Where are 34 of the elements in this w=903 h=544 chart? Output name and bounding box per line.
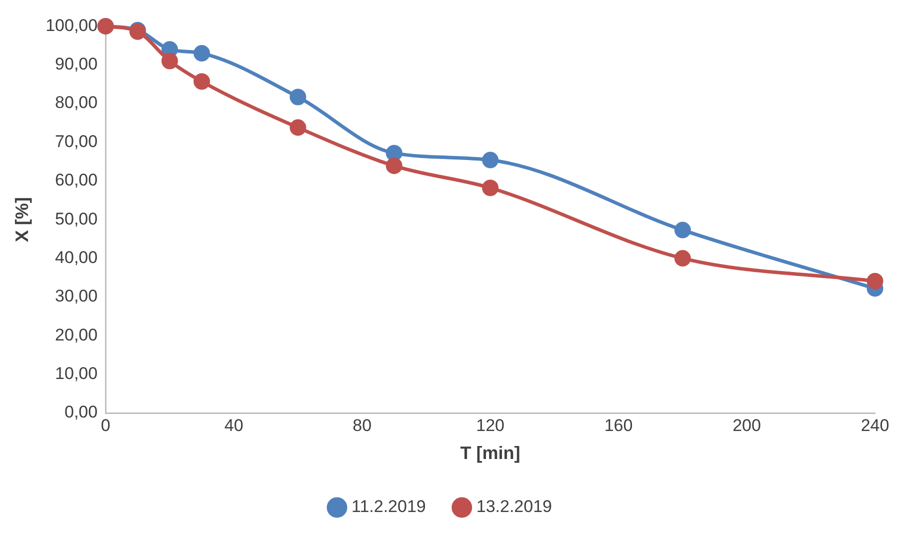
legend-label: 13.2.2019 (476, 497, 552, 516)
point (386, 158, 402, 174)
point (482, 180, 499, 196)
y-tick-label: 60,00 (55, 170, 98, 190)
point (161, 52, 178, 70)
y-tick-label: 100,00 (46, 16, 98, 35)
point (194, 45, 210, 62)
legend-label: 11.2.2019 (352, 497, 426, 516)
x-axis-title: T [min] (460, 443, 520, 464)
y-axis-title: X [%] (12, 197, 32, 242)
point (290, 119, 306, 136)
x-tick-label: 240 (860, 416, 890, 435)
y-tick-label: 0,00 (64, 402, 98, 422)
point (674, 250, 691, 267)
point (866, 272, 884, 290)
y-tick-label: 10,00 (55, 364, 98, 384)
x-tick-label: 40 (224, 416, 244, 435)
y-tick-label: 70,00 (55, 132, 98, 151)
y-tick-label: 50,00 (55, 209, 98, 228)
point (290, 88, 306, 106)
y-tick-label: 40,00 (55, 248, 98, 267)
point (674, 222, 691, 238)
y-tick-label: 20,00 (55, 325, 98, 344)
x-tick-label: 200 (732, 416, 761, 435)
y-tick-label: 80,00 (55, 93, 98, 112)
y-tick-label: 30,00 (55, 286, 98, 306)
point (482, 152, 499, 168)
y-tick-label: 90,00 (55, 54, 98, 74)
x-tick-label: 0 (100, 416, 110, 435)
point (194, 73, 210, 90)
x-tick-label: 80 (352, 416, 372, 435)
x-tick-label: 160 (604, 416, 633, 435)
x-tick-label: 120 (476, 416, 504, 435)
point (386, 144, 402, 162)
